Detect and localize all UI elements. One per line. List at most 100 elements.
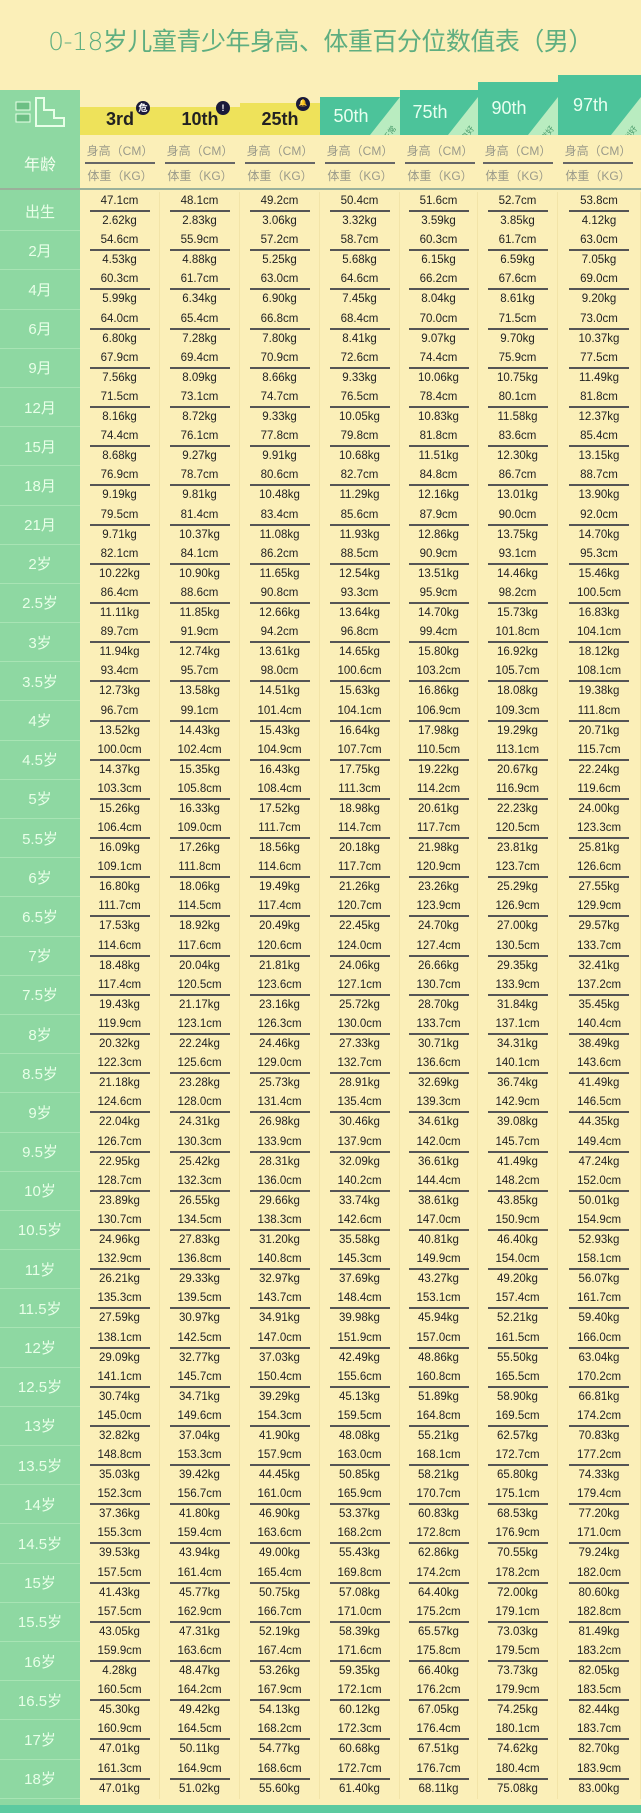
height-value: 127.4cm [408, 940, 469, 957]
weight-value: 17.75kg [339, 763, 380, 776]
height-value: 145.3cm [329, 1253, 390, 1271]
percentile-cell: 114.6cm 18.48kg [80, 936, 160, 976]
height-value: 58.7cm [329, 234, 390, 252]
weight-value: 41.43kg [99, 1586, 140, 1599]
height-value: 130.0cm [329, 1018, 390, 1036]
percentile-cell: 74.4cm 10.06kg [400, 348, 478, 388]
percentile-cell: 123.7cm 25.29kg [478, 858, 558, 898]
percentile-cell: 142.0cm 36.61kg [400, 1132, 478, 1172]
height-value: 155.6cm [329, 1371, 390, 1388]
height-value: 126.9cm [487, 900, 548, 918]
table-row: 2岁 82.1cm 10.22kg 84.1cm 10.90kg 86.2cm 11.65k… [0, 544, 641, 584]
height-value: 152.0cm [569, 1175, 629, 1192]
weight-value: 13.90kg [578, 489, 620, 502]
height-value: 130.5cm [487, 940, 548, 957]
height-value: 52.7cm [487, 195, 548, 213]
percentile-cell: 93.4cm 12.73kg [80, 662, 160, 702]
percentile-cell: 77.8cm 9.91kg [240, 427, 320, 467]
percentile-cell: 140.1cm 36.74kg [478, 1054, 558, 1094]
weight-value: 32.82kg [99, 1429, 140, 1442]
weight-value: 27.59kg [99, 1312, 140, 1325]
height-value: 174.2cm [408, 1567, 469, 1584]
height-value: 111.3cm [329, 783, 390, 800]
weight-value: 9.27kg [182, 450, 217, 463]
percentile-cell: 147.0cm 37.03kg [240, 1328, 320, 1368]
percentile-cell: 154.3cm 41.90kg [240, 1406, 320, 1446]
height-value: 57.2cm [249, 234, 310, 252]
percentile-cell: 143.6cm 41.49kg [558, 1054, 641, 1094]
height-value: 123.1cm [169, 1018, 230, 1036]
percentile-cell: 159.5cm 48.08kg [320, 1406, 400, 1446]
height-value: 129.9cm [569, 900, 629, 918]
height-value: 130.7cm [408, 979, 469, 996]
weight-value: 26.21kg [99, 1273, 140, 1286]
weight-value: 80.60kg [578, 1586, 620, 1599]
weight-value: 15.46kg [578, 567, 620, 580]
height-value: 117.7cm [329, 861, 390, 879]
height-value: 48.1cm [169, 195, 230, 213]
weight-value: 30.46kg [339, 1116, 380, 1129]
height-value: 149.6cm [169, 1410, 230, 1427]
height-value: 157.5cm [89, 1567, 150, 1584]
percentile-cell: 150.9cm 46.40kg [478, 1210, 558, 1251]
height-value: 137.1cm [487, 1018, 548, 1036]
height-value: 114.6cm [89, 940, 150, 957]
table-row: 9.5岁 126.7cm 22.95kg 130.3cm 25.42kg 133.9cm 2… [0, 1132, 641, 1172]
percentile-cell: 92.0cm 14.70kg [558, 505, 641, 545]
unit-header-cell: 身高（CM） 体重（KG） [478, 135, 558, 190]
weight-value: 45.77kg [179, 1586, 220, 1599]
weight-value: 68.11kg [418, 1782, 459, 1795]
percentile-cell: 64.0cm 6.80kg [80, 309, 160, 349]
height-value: 155.3cm [89, 1527, 150, 1545]
percentile-cell: 115.7cm 22.24kg [558, 740, 641, 780]
height-value: 82.7cm [329, 469, 390, 487]
table-row: 2.5岁 86.4cm 11.11kg 88.6cm 11.85kg 90.8cm 12.6… [0, 583, 641, 624]
table-row: 7岁 114.6cm 18.48kg 117.6cm 20.04kg 120.6cm 21.… [0, 936, 641, 976]
weight-value: 12.37kg [578, 411, 620, 424]
weight-value: 9.70kg [500, 332, 535, 345]
percentile-cell: 161.3cm 47.01kg [80, 1759, 160, 1799]
weight-value: 44.35kg [578, 1116, 620, 1129]
age-label: 7.5岁 [0, 976, 80, 1015]
percentile-label: 10th [181, 109, 219, 129]
percentile-cell: 117.4cm 19.43kg [80, 975, 160, 1015]
height-value: 122.3cm [89, 1057, 150, 1075]
weight-value: 21.81kg [259, 959, 300, 972]
height-unit-label: 身高（CM） [164, 142, 236, 164]
height-value: 80.1cm [487, 391, 548, 409]
weight-value: 9.81kg [182, 489, 217, 502]
percentile-cell: 155.6cm 45.13kg [320, 1367, 400, 1407]
height-value: 182.8cm [569, 1606, 629, 1623]
table-row: 12.5岁 141.1cm 30.74kg 145.7cm 34.71kg 150.4cm… [0, 1367, 641, 1407]
weight-value: 14.65kg [339, 646, 380, 659]
height-value: 177.2cm [569, 1449, 629, 1467]
weight-value: 41.49kg [578, 1077, 620, 1090]
height-value: 111.8cm [569, 705, 629, 722]
percentile-cell: 123.9cm 24.70kg [400, 897, 478, 937]
weight-value: 6.59kg [500, 254, 535, 267]
weight-value: 60.12kg [339, 1704, 380, 1717]
height-value: 133.9cm [487, 979, 548, 996]
height-value: 157.0cm [408, 1332, 469, 1349]
weight-value: 28.70kg [418, 998, 459, 1011]
height-value: 154.0cm [487, 1253, 548, 1271]
percentile-cell: 137.9cm 32.09kg [320, 1132, 400, 1172]
weight-value: 45.94kg [418, 1312, 459, 1325]
percentile-cell: 88.6cm 11.85kg [160, 583, 240, 624]
table-row: 12岁 138.1cm 29.09kg 142.5cm 32.77kg 147.0cm 37… [0, 1328, 641, 1368]
height-value: 183.5cm [569, 1684, 629, 1702]
percentile-cell: 120.5cm 23.81kg [478, 819, 558, 859]
table-row: 15月 74.4cm 8.68kg 76.1cm 9.27kg 77.8cm 9.91kg 7… [0, 427, 641, 467]
percentile-cell: 119.6cm 24.00kg [558, 779, 641, 819]
weight-value: 55.60kg [259, 1782, 300, 1795]
table-row: 10.5岁 130.7cm 24.96kg 134.5cm 27.83kg 138.3cm… [0, 1210, 641, 1251]
height-value: 128.7cm [89, 1175, 150, 1192]
percentile-cell: 95.7cm 13.58kg [160, 662, 240, 702]
height-value: 104.1cm [569, 626, 629, 644]
percentile-label: 90th [491, 98, 527, 118]
weight-value: 67.05kg [418, 1704, 459, 1717]
height-value: 120.6cm [249, 940, 310, 957]
weight-value: 13.58kg [179, 685, 220, 698]
percentile-cell: 94.2cm 13.61kg [240, 623, 320, 663]
height-value: 86.7cm [487, 469, 548, 487]
